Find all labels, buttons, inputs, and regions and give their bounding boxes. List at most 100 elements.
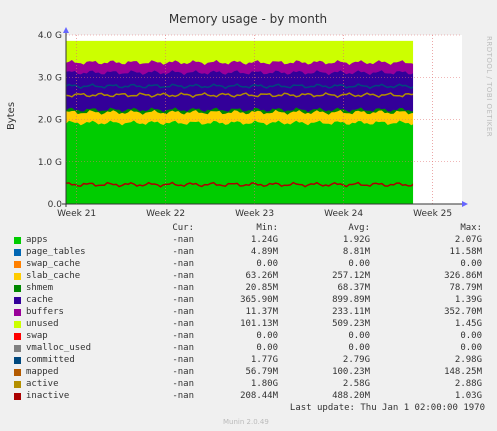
y-tick-label-1: 1.0 G [38,158,62,168]
legend-avg: 2.79G [342,355,370,365]
legend-min: 1.77G [250,355,278,365]
col-max: Max: [460,223,482,233]
legend-max: 11.58M [449,247,482,257]
legend-cur: -nan [172,391,194,401]
legend-row-shmem: shmem -nan 20.85M 68.37M 78.79M [14,282,490,294]
legend-swatch [14,333,21,340]
legend-row-cache: cache -nan 365.90M 899.89M 1.39G [14,294,490,306]
stacked-areas [66,40,421,205]
x-ticks: Week 21 Week 22 Week 23 Week 24 Week 25 [57,209,452,219]
legend-name: active [26,379,59,389]
munin-version: Munin 2.0.49 [223,418,269,426]
grid-lines [66,34,462,204]
legend-swatch [14,237,21,244]
legend-row-vmalloc_used: vmalloc_used -nan 0.00 0.00 0.00 [14,342,490,354]
legend-avg: 0.00 [348,259,370,269]
x-tick-label-1: Week 22 [146,209,185,219]
legend-swatch [14,261,21,268]
legend-avg: 257.12M [332,271,370,281]
legend-avg: 68.37M [337,283,370,293]
legend-max: 326.86M [444,271,482,281]
legend-rows: apps -nan 1.24G 1.92G 2.07G page_tables -nan 4.… [14,234,490,402]
legend-swatch [14,249,21,256]
legend-swatch [14,285,21,292]
legend-name: page_tables [26,247,86,257]
series-lines [65,83,421,188]
legend-name: cache [26,295,54,305]
legend-min: 20.85M [245,283,278,293]
legend-name: inactive [26,391,70,401]
legend-max: 2.88G [454,379,482,389]
legend-avg: 509.23M [332,319,370,329]
gap-3 [450,35,455,204]
legend-swatch [14,369,21,376]
legend-swatch [14,321,21,328]
gap-1 [432,35,438,204]
legend-avg: 8.81M [342,247,370,257]
legend-cur: -nan [172,319,194,329]
legend-row-inactive: inactive -nan 208.44M 488.20M 1.03G [14,390,490,402]
legend-name: vmalloc_used [26,343,92,353]
legend-name: shmem [26,283,54,293]
legend-cur: -nan [172,259,194,269]
legend-name: buffers [26,307,64,317]
rrdtool-side-label: RRDTOOL / TOBI OETIKER [485,36,493,137]
legend-cur: -nan [172,343,194,353]
legend-min: 1.80G [250,379,278,389]
chart-title: Memory usage - by month [169,12,327,26]
legend-max: 1.45G [454,319,482,329]
area-apps [66,120,421,204]
legend-min: 0.00 [256,343,278,353]
legend-header: Cur: Min: Avg: Max: [14,222,490,234]
y-ticks: 0.0 1.0 G 2.0 G 3.0 G 4.0 G [38,31,62,210]
x-tick-label-4: Week 25 [413,209,452,219]
legend-row-slab_cache: slab_cache -nan 63.26M 257.12M 326.86M [14,270,490,282]
y-tick-label-0: 0.0 [48,200,63,210]
legend-swatch [14,273,21,280]
legend-avg: 899.89M [332,295,370,305]
legend-avg: 233.11M [332,307,370,317]
x-tick-label-3: Week 24 [324,209,363,219]
legend-avg: 1.92G [342,235,370,245]
legend-avg: 488.20M [332,391,370,401]
col-avg: Avg: [348,223,370,233]
legend-avg: 2.58G [342,379,370,389]
legend-cur: -nan [172,307,194,317]
legend-cur: -nan [172,331,194,341]
legend-avg: 0.00 [348,343,370,353]
legend-cur: -nan [172,379,194,389]
legend-max: 2.98G [454,355,482,365]
legend-row-committed: committed -nan 1.77G 2.79G 2.98G [14,354,490,366]
legend-row-mapped: mapped -nan 56.79M 100.23M 148.25M [14,366,490,378]
legend-max: 1.03G [454,391,482,401]
legend-row-swap: swap -nan 0.00 0.00 0.00 [14,330,490,342]
legend-row-page_tables: page_tables -nan 4.89M 8.81M 11.58M [14,246,490,258]
legend-swatch [14,345,21,352]
legend-min: 11.37M [245,307,278,317]
gap-0 [413,35,424,204]
x-axis-arrow [462,201,468,207]
legend-max: 148.25M [444,367,482,377]
legend-min: 101.13M [240,319,278,329]
x-tick-label-2: Week 23 [235,209,274,219]
legend-avg: 100.23M [332,367,370,377]
legend-name: committed [26,355,75,365]
legend-row-swap_cache: swap_cache -nan 0.00 0.00 0.00 [14,258,490,270]
legend-max: 0.00 [460,331,482,341]
legend-max: 1.39G [454,295,482,305]
legend-max: 352.70M [444,307,482,317]
legend-cur: -nan [172,355,194,365]
legend-cur: -nan [172,283,194,293]
legend-cur: -nan [172,295,194,305]
y-tick-label-2: 2.0 G [38,116,62,126]
legend-row-apps: apps -nan 1.24G 1.92G 2.07G [14,234,490,246]
y-axis-arrow [63,27,69,33]
legend-max: 0.00 [460,343,482,353]
legend-cur: -nan [172,247,194,257]
col-min: Min: [256,223,278,233]
legend-swatch [14,357,21,364]
memory-chart: Memory usage - by month Bytes RRDTOOL / … [6,12,493,219]
legend-swatch [14,381,21,388]
legend-name: apps [26,235,48,245]
legend-cur: -nan [172,235,194,245]
